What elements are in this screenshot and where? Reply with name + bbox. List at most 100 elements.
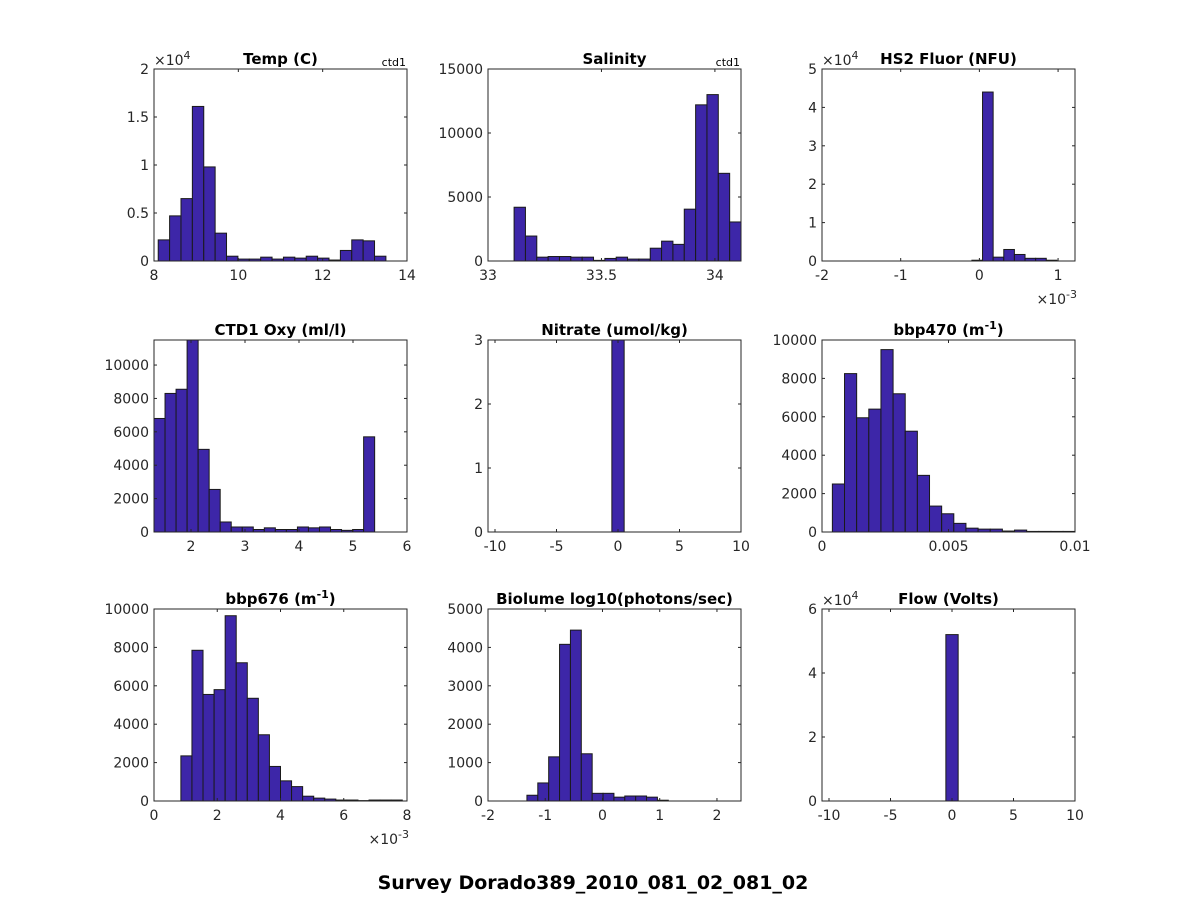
histogram-bar [351, 239, 364, 262]
histogram-bar [602, 792, 615, 802]
histogram-bar [235, 662, 248, 802]
x-tick-label: -2 [481, 808, 495, 824]
panel-title: Flow (Volts) [898, 590, 999, 608]
histogram-bar [362, 240, 376, 262]
x-exponent-label: ×10-3 [368, 828, 409, 848]
histogram-panel: 0 2 4 6 8 0 2000 4000 6000 8000 10000 bbp676 (m-1) ×… [104, 588, 411, 848]
panel-title: Salinity [583, 50, 647, 68]
panel-title: Biolume log10(photons/sec) [496, 590, 733, 608]
corner-label: ctd1 [716, 56, 740, 69]
exponent-power: -3 [1066, 288, 1077, 301]
y-tick-label: 4000 [113, 458, 149, 474]
panel-title: bbp470 (m-1) [893, 319, 1003, 339]
y-tick-label: 10000 [104, 602, 149, 618]
y-tick-label: 1.5 [127, 110, 149, 126]
histogram-bar [241, 526, 254, 533]
histogram-bar [661, 240, 674, 262]
exponent-base: ×10 [154, 53, 184, 69]
exponent-power: -3 [398, 828, 409, 841]
histogram-bar [941, 513, 955, 533]
x-tick-label: 0.005 [928, 539, 968, 555]
histogram-bar [548, 756, 561, 802]
histogram-bar [268, 765, 281, 802]
x-tick-label: -10 [484, 539, 507, 555]
histogram-bar [558, 256, 572, 262]
x-tick-label: 4 [276, 808, 285, 824]
histogram-bar [831, 483, 846, 533]
histogram-bar [929, 505, 943, 533]
x-tick-label: 1 [1054, 268, 1063, 284]
axes-box [821, 68, 1076, 262]
histogram-bar [524, 235, 538, 262]
x-tick-label: 6 [403, 539, 412, 555]
histogram-bar [164, 392, 177, 533]
histogram-bar [547, 256, 560, 262]
y-tick-label: 1 [474, 461, 483, 477]
panel-title: bbp676 (m-1) [225, 588, 335, 608]
x-tick-label: 0 [948, 808, 957, 824]
y-exponent-label: ×104 [822, 49, 859, 69]
histogram-bar [257, 734, 270, 802]
axes-box [487, 608, 742, 802]
panel-title-text: HS2 Fluor (NFU) [880, 50, 1017, 68]
y-tick-label: 4 [808, 666, 817, 682]
histogram-bar [307, 527, 320, 533]
y-tick-label: 15000 [438, 62, 483, 78]
histogram-panel: 8 10 12 14 0 0.5 1 1.5 2 Temp (C) ctd1 ×104 [127, 49, 416, 284]
histogram-bar [591, 792, 604, 802]
histogram-bar [180, 755, 193, 802]
histogram-bar [672, 243, 685, 262]
x-tick-label: -10 [818, 808, 841, 824]
panel-title: CTD1 Oxy (ml/l) [215, 321, 347, 339]
y-tick-label: 2000 [447, 717, 483, 733]
y-tick-label: 4000 [781, 448, 817, 464]
y-tick-label: 5000 [447, 190, 483, 206]
histogram-bar [191, 649, 204, 802]
histogram-bar [717, 172, 731, 262]
histogram-bar [904, 430, 918, 533]
histogram-bar [202, 693, 215, 802]
x-tick-label: 10 [1066, 808, 1084, 824]
x-tick-label: -5 [884, 808, 898, 824]
exponent-base: ×10 [822, 53, 852, 69]
x-tick-label: 0 [975, 268, 984, 284]
y-tick-label: 0 [808, 794, 817, 810]
histogram-bar [916, 474, 931, 533]
panel-title-text: Nitrate (umol/kg) [541, 321, 688, 339]
y-tick-label: 8000 [113, 391, 149, 407]
y-tick-label: 5000 [447, 602, 483, 618]
y-tick-label: 2000 [113, 756, 149, 772]
y-tick-label: 6000 [113, 425, 149, 441]
panel-title: Nitrate (umol/kg) [541, 321, 688, 339]
y-tick-label: 10000 [104, 358, 149, 374]
histogram-bar [992, 256, 1005, 262]
y-tick-label: 4000 [113, 717, 149, 733]
y-tick-label: 0 [474, 525, 483, 541]
histogram-bar [706, 94, 719, 262]
y-tick-label: 6000 [781, 410, 817, 426]
y-tick-label: 0 [140, 254, 149, 270]
histogram-bar [646, 796, 658, 802]
histogram-bar [260, 256, 273, 262]
y-tick-label: 0.5 [127, 206, 149, 222]
y-tick-label: 6 [808, 602, 817, 618]
y-tick-label: 1 [140, 158, 149, 174]
x-tick-label: 34 [706, 268, 724, 284]
axes-background [488, 609, 741, 801]
x-tick-label: 0 [614, 539, 623, 555]
exponent-base: ×10 [368, 832, 398, 848]
x-tick-label: 1 [655, 808, 664, 824]
y-tick-label: 0 [808, 525, 817, 541]
histogram-bar [208, 488, 221, 533]
histogram-bar [226, 255, 239, 262]
panel-title-text: bbp676 (m [225, 590, 316, 608]
histogram-bar [175, 388, 188, 533]
histogram-bar [580, 753, 593, 802]
x-tick-label: 5 [675, 539, 684, 555]
axes-box [821, 608, 1076, 802]
y-tick-label: 2000 [113, 492, 149, 508]
histogram-bar [1013, 253, 1026, 262]
panel-title-end: ) [329, 590, 336, 608]
panel-title-text: Flow (Volts) [898, 590, 999, 608]
y-exponent-label: ×104 [154, 49, 191, 69]
